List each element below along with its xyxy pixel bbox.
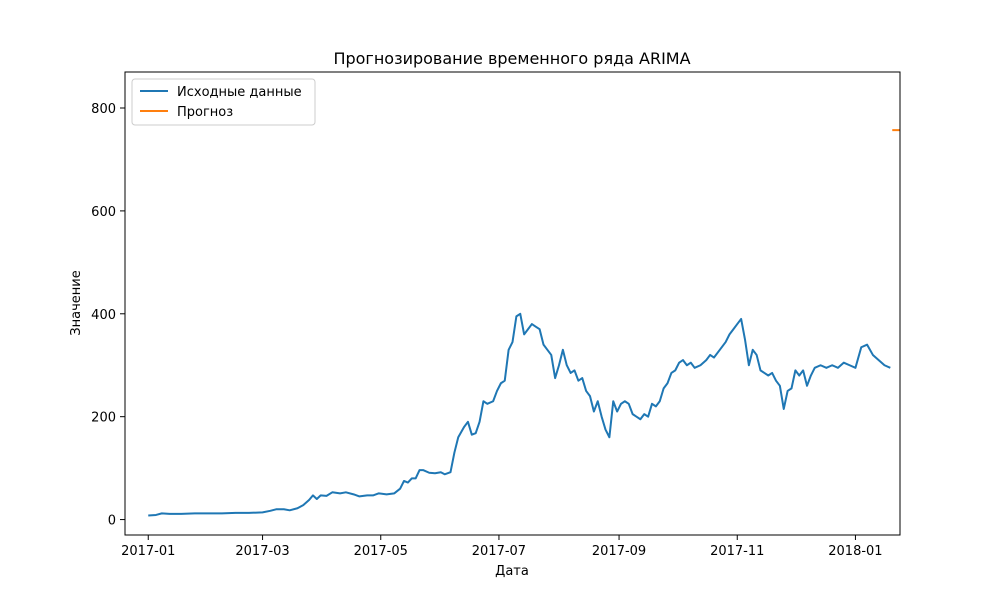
x-axis-ticks: 2017-01 2017-03 2017-05 2017-07 2017-09 2017-… [121,535,883,559]
x-tick-label: 2017-11 [710,544,764,559]
y-tick-label: 200 [91,411,116,426]
plot-frame [124,71,901,536]
plot-area [148,129,900,517]
y-axis-ticks: 0 200 400 600 800 [91,102,125,529]
series-line-0 [148,312,891,517]
x-axis-label: Дата [495,564,529,579]
legend: Исходные данные Прогноз [131,78,316,126]
x-tick-label: 2017-09 [592,544,646,559]
x-tick-label: 2017-07 [472,544,526,559]
legend-box [131,78,316,126]
y-tick-label: 400 [91,308,116,323]
x-tick-label: 2017-03 [235,544,289,559]
x-tick-label: 2018-01 [828,544,882,559]
y-tick-label: 800 [91,102,116,117]
y-axis-label: Значение [69,270,84,335]
y-tick-label: 600 [91,205,116,220]
legend-label-forecast: Прогноз [177,105,233,120]
y-tick-label: 0 [108,514,116,529]
legend-label-original: Исходные данные [177,85,302,100]
x-tick-label: 2017-01 [121,544,175,559]
x-tick-label: 2017-05 [354,544,408,559]
chart-title: Прогнозирование временного ряда ARIMA [333,49,690,68]
